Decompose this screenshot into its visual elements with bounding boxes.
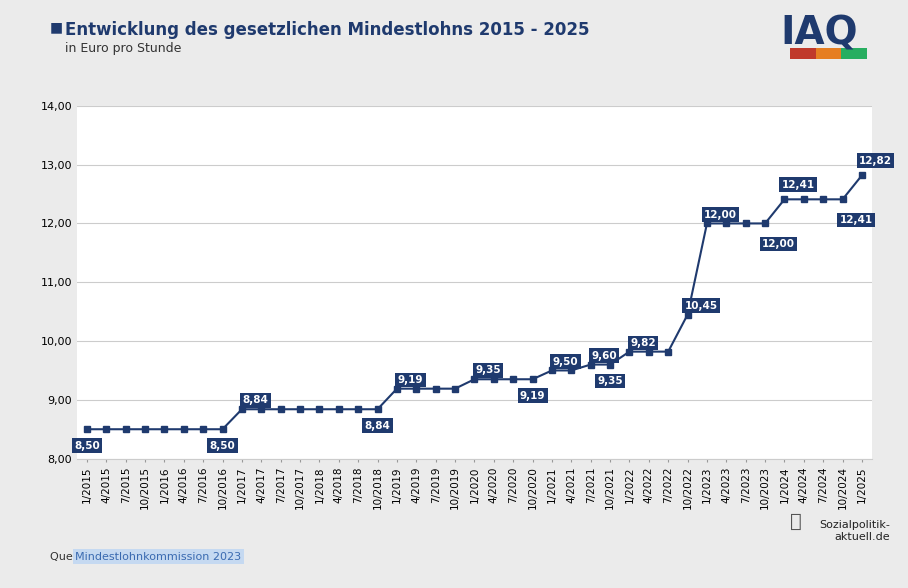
Text: 9,82: 9,82: [630, 338, 656, 348]
Text: 9,60: 9,60: [591, 350, 617, 361]
Text: Sozialpolitik-
aktuell.de: Sozialpolitik- aktuell.de: [819, 520, 890, 542]
Text: 9,35: 9,35: [475, 365, 501, 376]
Text: 9,19: 9,19: [519, 390, 546, 401]
Text: 10,45: 10,45: [685, 300, 717, 311]
Text: 9,19: 9,19: [398, 375, 423, 385]
Text: 12,82: 12,82: [859, 155, 892, 166]
Text: Mindestlohnkommission 2023: Mindestlohnkommission 2023: [75, 552, 242, 562]
Text: 8,84: 8,84: [242, 395, 269, 406]
Text: 12,41: 12,41: [782, 179, 814, 190]
Text: 9,50: 9,50: [553, 356, 578, 367]
Text: 8,50: 8,50: [74, 440, 100, 451]
Text: 12,00: 12,00: [704, 209, 737, 220]
Text: Quelle:: Quelle:: [50, 552, 93, 562]
Text: IAQ: IAQ: [781, 15, 858, 53]
Text: 👥: 👥: [790, 512, 802, 530]
Text: 12,41: 12,41: [840, 215, 873, 225]
Text: in Euro pro Stunde: in Euro pro Stunde: [65, 42, 182, 55]
Text: 8,50: 8,50: [210, 440, 235, 451]
Text: 12,00: 12,00: [762, 239, 795, 249]
Text: ■: ■: [50, 21, 63, 35]
Text: 8,84: 8,84: [365, 420, 390, 431]
Text: 9,35: 9,35: [597, 376, 623, 386]
Text: Entwicklung des gesetzlichen Mindestlohns 2015 - 2025: Entwicklung des gesetzlichen Mindestlohn…: [65, 21, 590, 39]
